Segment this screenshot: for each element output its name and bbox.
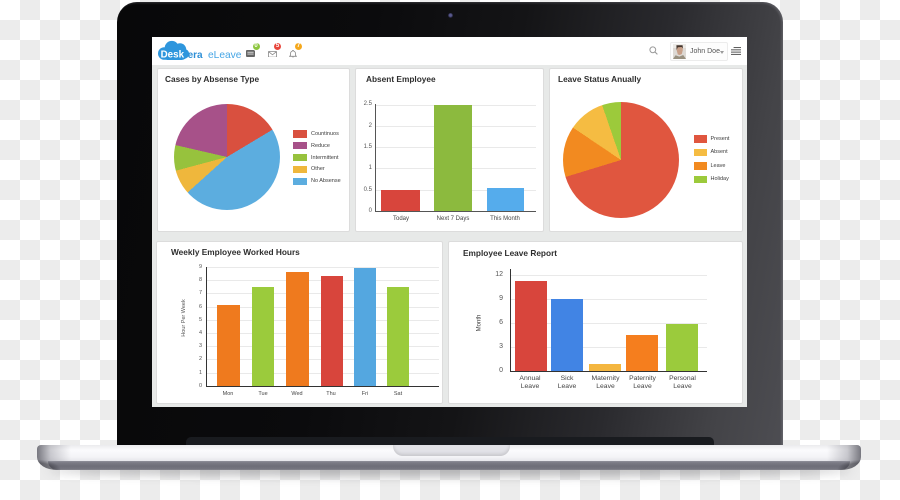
svg-text:era: era bbox=[188, 50, 203, 61]
svg-text:eLeave: eLeave bbox=[208, 50, 242, 61]
svg-text:Desk: Desk bbox=[161, 50, 185, 61]
